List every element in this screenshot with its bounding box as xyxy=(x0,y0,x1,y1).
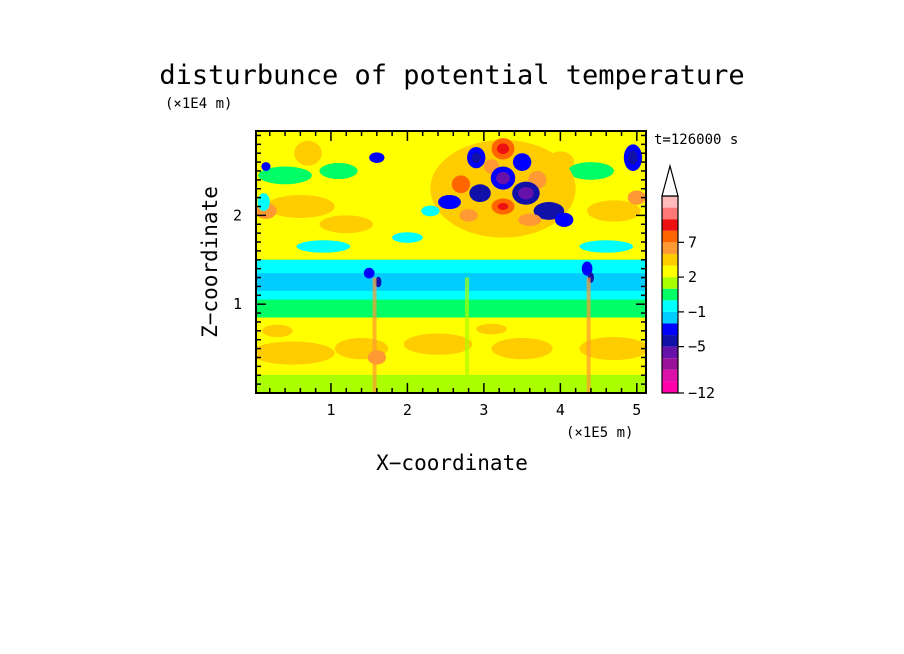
x-scale-label: (×1E5 m) xyxy=(566,425,633,441)
colorbar-tick-label: −5 xyxy=(688,338,706,356)
field-blob xyxy=(421,205,440,217)
colorbar-swatch xyxy=(662,381,678,393)
field-blob xyxy=(261,162,271,171)
field-blob xyxy=(363,267,375,279)
colorbar-swatch xyxy=(662,358,678,370)
field-blob xyxy=(628,150,638,165)
field-blob xyxy=(319,215,373,234)
y-tick-label: 2 xyxy=(233,206,242,224)
field-blob xyxy=(258,166,312,185)
field-column xyxy=(586,277,591,393)
field-blob xyxy=(256,341,335,365)
field-neutral-band xyxy=(256,299,646,318)
field-cool-core xyxy=(256,273,646,291)
field-blob xyxy=(471,152,481,163)
x-tick-label: 3 xyxy=(479,401,488,419)
field-blob xyxy=(496,171,510,185)
y-axis: 12 xyxy=(233,134,646,385)
field-blob xyxy=(375,276,382,288)
colorbar-swatch xyxy=(662,242,678,254)
colorbar-extend-arrow xyxy=(661,163,679,197)
colorbar-swatch xyxy=(662,300,678,312)
field-blob xyxy=(438,194,461,210)
field-surface-layer xyxy=(256,375,646,393)
colorbar-swatch xyxy=(662,265,678,278)
colorbar-swatch xyxy=(662,288,678,301)
field-column xyxy=(465,277,470,393)
colorbar-tick-label: −12 xyxy=(688,384,715,402)
field-blob xyxy=(262,324,293,338)
field-blob xyxy=(367,350,386,365)
field-blob xyxy=(579,240,633,253)
field-blob xyxy=(581,261,593,276)
field-blob xyxy=(294,140,322,166)
field-blob xyxy=(496,143,510,155)
y-axis-label: Z−coordinate xyxy=(198,186,222,338)
colorbar-swatch xyxy=(662,207,678,220)
colorbar: −12−5−127 xyxy=(661,163,715,402)
field-blob xyxy=(512,153,532,171)
x-tick-label: 4 xyxy=(556,401,565,419)
colorbar-tick-label: 2 xyxy=(688,268,697,286)
colorbar-swatch xyxy=(662,277,678,289)
colorbar-swatch xyxy=(662,323,678,336)
x-axis: 1 2 3 4 5 xyxy=(269,131,641,419)
x-tick-label: 2 xyxy=(403,401,412,419)
field-blob xyxy=(392,232,423,243)
time-label: t=126000 s xyxy=(654,132,738,148)
field-blob xyxy=(533,202,565,220)
field-blob xyxy=(265,194,335,219)
field-blob xyxy=(627,190,646,205)
field-column xyxy=(372,277,377,393)
colorbar-swatch xyxy=(662,219,678,231)
field-blob xyxy=(579,337,646,361)
colorbar-swatch xyxy=(662,335,678,347)
field-blob xyxy=(555,212,574,227)
x-tick-label: 5 xyxy=(632,401,641,419)
y-scale-label: (×1E4 m) xyxy=(165,96,232,112)
plot-frame xyxy=(255,130,647,394)
colorbar-tick-label: 7 xyxy=(688,233,697,251)
x-tick-label: 1 xyxy=(326,401,335,419)
colorbar-swatch xyxy=(662,230,678,243)
x-axis-label: X−coordinate xyxy=(376,451,528,475)
field-blob xyxy=(518,186,534,200)
colorbar-tick-label: −1 xyxy=(688,303,706,321)
colorbar-swatch xyxy=(662,369,678,382)
contour-field xyxy=(256,131,646,393)
y-tick-label: 1 xyxy=(233,295,242,313)
field-blob xyxy=(459,209,478,222)
colorbar-swatch xyxy=(662,253,678,266)
field-blob xyxy=(403,333,473,355)
colorbar-swatch xyxy=(662,311,678,324)
field-blob xyxy=(587,200,641,222)
field-blob xyxy=(518,213,542,227)
chart-title: disturbunce of potential temperature xyxy=(159,60,744,91)
field-blob xyxy=(451,175,471,194)
field-blob xyxy=(296,240,351,253)
field-blob xyxy=(491,337,553,360)
colorbar-swatch xyxy=(662,196,678,208)
field-blob xyxy=(469,184,491,203)
field-blob xyxy=(568,162,614,180)
colorbar-swatch xyxy=(662,346,678,359)
field-blob xyxy=(319,162,358,179)
field-blob xyxy=(476,323,507,335)
field-blob xyxy=(257,193,270,211)
field-blob xyxy=(369,152,385,163)
field-blob xyxy=(497,202,509,211)
